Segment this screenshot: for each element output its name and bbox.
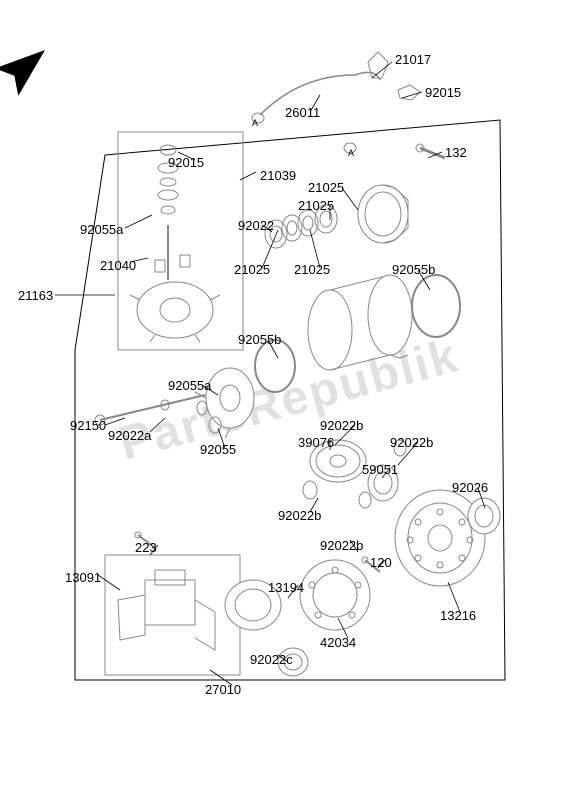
part-label-92015-top: 92015 — [425, 85, 461, 100]
part-label-21017: 21017 — [395, 52, 431, 67]
part-label-21163: 21163 — [18, 288, 53, 303]
part-label-92022a: 92022a — [108, 428, 151, 443]
part-label-132: 132 — [445, 145, 467, 160]
part-label-21039: 21039 — [260, 168, 296, 183]
part-label-92022-top: 92022 — [238, 218, 274, 233]
part-label-120: 120 — [370, 555, 392, 570]
marker-1: A — [252, 118, 258, 128]
part-label-26011: 26011 — [285, 105, 320, 120]
part-label-92055b-top: 92055b — [392, 262, 435, 277]
diagram-container: PartsRepublik — [0, 0, 578, 800]
part-label-92022b-c: 92022b — [278, 508, 321, 523]
part-label-92022c: 92022c — [250, 652, 293, 667]
part-label-92055a-mid: 92055a — [168, 378, 211, 393]
diagram-svg — [0, 0, 578, 800]
part-label-92022b-d: 92022b — [320, 538, 363, 553]
part-label-13091: 13091 — [65, 570, 101, 585]
part-label-92022b-a: 92022b — [320, 418, 363, 433]
part-label-92026: 92026 — [452, 480, 488, 495]
marker-0: A — [348, 148, 354, 158]
part-label-13216: 13216 — [440, 608, 476, 623]
part-label-92055b-mid: 92055b — [238, 332, 281, 347]
part-label-223: 223 — [135, 540, 157, 555]
part-label-42034: 42034 — [320, 635, 356, 650]
part-label-92015-left: 92015 — [168, 155, 204, 170]
part-label-13194: 13194 — [268, 580, 304, 595]
part-label-39076: 39076 — [298, 435, 334, 450]
part-label-21040: 21040 — [100, 258, 136, 273]
part-label-92055: 92055 — [200, 442, 236, 457]
part-label-92055a-left: 92055a — [80, 222, 123, 237]
part-label-92150: 92150 — [70, 418, 106, 433]
part-label-21025-a: 21025 — [308, 180, 344, 195]
part-label-27010: 27010 — [205, 682, 241, 697]
part-label-59051: 59051 — [362, 462, 398, 477]
part-label-92022b-b: 92022b — [390, 435, 433, 450]
part-label-21025-c: 21025 — [234, 262, 270, 277]
part-label-21025-b: 21025 — [298, 198, 334, 213]
part-label-21025-d: 21025 — [294, 262, 330, 277]
